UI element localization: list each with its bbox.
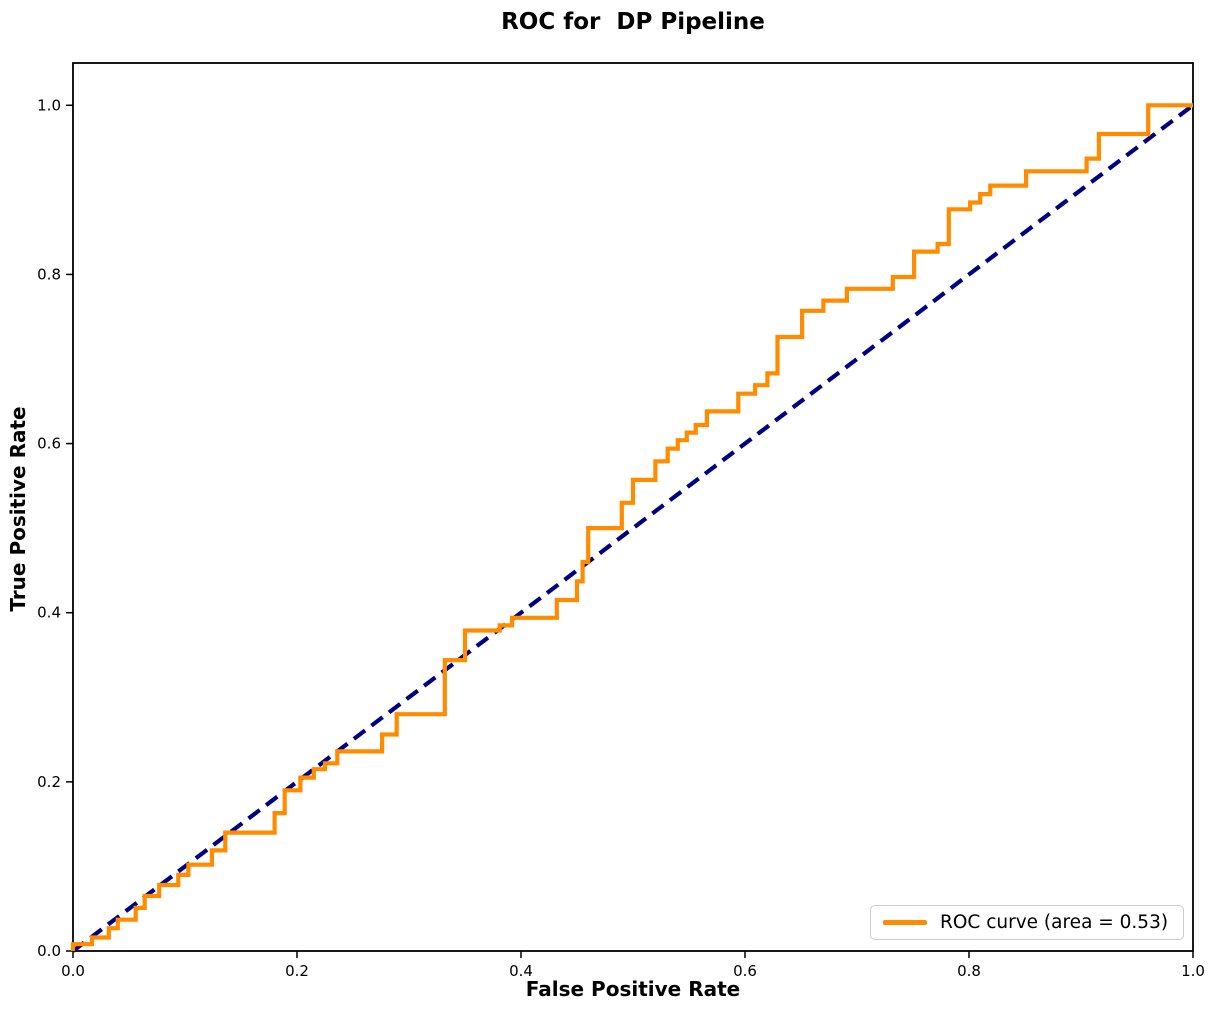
chart-title: ROC for DP Pipeline [501, 9, 765, 35]
x-tick-label: 1.0 [1181, 962, 1205, 980]
x-tick-label: 0.2 [285, 962, 309, 980]
y-tick-label: 0.8 [37, 265, 61, 283]
roc-curve-line [70, 103, 1193, 951]
legend: ROC curve (area = 0.53) [870, 905, 1184, 940]
axes-frame [72, 62, 1194, 952]
y-tick-label: 1.0 [37, 96, 61, 114]
legend-roc-label: ROC curve (area = 0.53) [940, 912, 1169, 933]
y-tick-label: 0.2 [37, 773, 61, 791]
y-tick-label: 0.6 [37, 435, 61, 453]
x-tick-label: 0.0 [61, 962, 85, 980]
y-tick-label: 0.4 [37, 604, 61, 622]
legend-roc-swatch [883, 920, 927, 925]
x-tick-label: 0.6 [733, 962, 757, 980]
x-tick-label: 0.8 [957, 962, 981, 980]
x-tick-label: 0.4 [509, 962, 533, 980]
y-axis-label: True Positive Rate [6, 406, 30, 612]
chance-diagonal-line [71, 103, 1195, 953]
x-axis-label: False Positive Rate [525, 977, 741, 1001]
y-tick-label: 0.0 [37, 942, 61, 960]
